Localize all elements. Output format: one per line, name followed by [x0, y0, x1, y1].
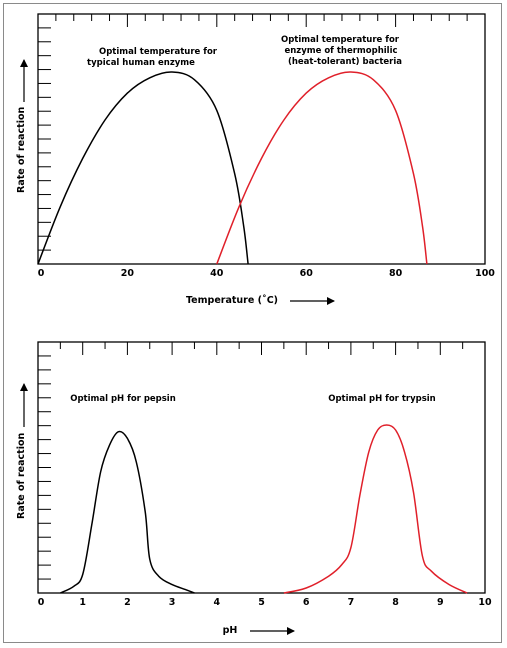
x-tick-label: 2: [124, 597, 131, 608]
ph-series-line-1: [60, 430, 195, 594]
x-tick-label: 7: [348, 597, 355, 608]
temperature-chart: 0 20 40 60 80 100 Optimal temperature for typ…: [16, 13, 496, 306]
annotation-human-line-2: typical human enzyme: [87, 58, 195, 68]
ph-tick-marks: [38, 342, 464, 580]
x-tick-label: 5: [258, 597, 265, 608]
temperature-tick-labels: 0 20 40 60 80 100: [38, 268, 496, 279]
x-tick-label: 8: [392, 597, 399, 608]
x-tick-label: 60: [300, 268, 314, 279]
x-tick-label: 9: [437, 597, 444, 608]
temperature-series: [37, 71, 428, 265]
annotation-pepsin: Optimal pH for pepsin: [70, 394, 176, 404]
x-tick-label: 6: [303, 597, 310, 608]
x-tick-label: 80: [389, 268, 403, 279]
annotation-trypsin: Optimal pH for trypsin: [328, 394, 436, 404]
x-tick-label: 20: [121, 268, 135, 279]
temperature-tick-marks: [38, 14, 468, 251]
ph-chart: 0 1 2 3 4 5 6 7 8 9 10 Optimal pH for pepsin Optim…: [16, 341, 492, 636]
x-tick-label: 0: [38, 268, 45, 279]
x-tick-label: 10: [478, 597, 492, 608]
x-tick-label: 3: [169, 597, 176, 608]
x-tick-label: 100: [475, 268, 495, 279]
temperature-x-axis-label: Temperature (˚C): [186, 295, 278, 306]
ph-tick-labels: 0 1 2 3 4 5 6 7 8 9 10: [38, 597, 492, 608]
temperature-y-axis-label: Rate of reaction: [16, 107, 27, 193]
temperature-series-line-1: [37, 71, 249, 265]
x-tick-label: 4: [213, 597, 220, 608]
ph-series-line-2: [283, 424, 468, 594]
annotation-thermophilic-line-3: (heat-tolerant) bacteria: [288, 57, 402, 67]
annotation-human-line-1: Optimal temperature for: [99, 47, 218, 57]
ph-x-axis-label: pH: [223, 625, 238, 636]
ph-y-axis-label: Rate of reaction: [16, 433, 27, 519]
figure-frame: [3, 3, 502, 643]
temperature-series-line-2: [216, 71, 428, 265]
ph-series: [60, 424, 468, 594]
x-tick-label: 1: [79, 597, 86, 608]
x-tick-label: 0: [38, 597, 45, 608]
annotation-thermophilic-line-1: Optimal temperature for: [281, 35, 400, 45]
x-tick-label: 40: [210, 268, 224, 279]
annotation-thermophilic-line-2: enzyme of thermophilic: [284, 46, 397, 56]
ph-plot-frame: [37, 341, 486, 594]
